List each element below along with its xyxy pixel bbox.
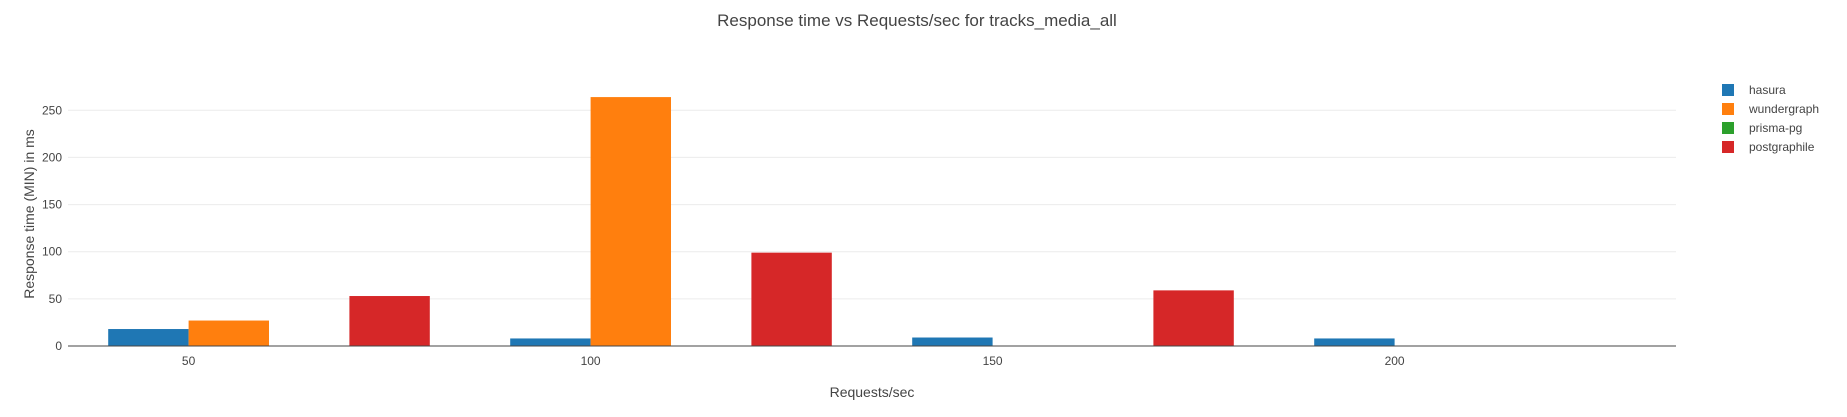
x-tick-label: 200 bbox=[1385, 354, 1405, 368]
x-tick-labels: 50 100 150 200 bbox=[182, 354, 1405, 368]
legend-label: prisma-pg bbox=[1749, 121, 1802, 135]
y-axis-title: Response time (MIN) in ms bbox=[21, 129, 37, 299]
legend-item-wundergraph[interactable]: wundergraph bbox=[1722, 102, 1819, 116]
bar-hasura-200[interactable] bbox=[1314, 338, 1395, 346]
x-tick-label: 150 bbox=[983, 354, 1003, 368]
y-tick-label: 200 bbox=[42, 150, 62, 164]
y-tick-label: 100 bbox=[42, 245, 62, 259]
x-tick-label: 50 bbox=[182, 354, 196, 368]
legend-item-postgraphile[interactable]: postgraphile bbox=[1722, 140, 1815, 154]
legend-swatch bbox=[1722, 122, 1734, 134]
legend-item-prisma-pg[interactable]: prisma-pg bbox=[1722, 121, 1802, 135]
y-tick-label: 50 bbox=[49, 292, 63, 306]
y-tick-label: 0 bbox=[55, 339, 62, 353]
legend-swatch bbox=[1722, 103, 1734, 115]
bar-postgraphile-100[interactable] bbox=[751, 252, 832, 346]
legend-label: hasura bbox=[1749, 83, 1786, 97]
y-tick-label: 150 bbox=[42, 198, 62, 212]
bars bbox=[108, 97, 1395, 346]
x-tick-label: 100 bbox=[581, 354, 601, 368]
legend-item-hasura[interactable]: hasura bbox=[1722, 83, 1786, 97]
chart-title: Response time vs Requests/sec for tracks… bbox=[717, 11, 1117, 30]
legend-swatch bbox=[1722, 141, 1734, 153]
bar-postgraphile-150[interactable] bbox=[1153, 290, 1234, 346]
y-tick-label: 250 bbox=[42, 103, 62, 117]
legend: hasura wundergraph prisma-pg postgraphile bbox=[1722, 83, 1819, 154]
bar-wundergraph-50[interactable] bbox=[188, 320, 269, 346]
legend-label: postgraphile bbox=[1749, 140, 1815, 154]
legend-swatch bbox=[1722, 84, 1734, 96]
x-axis-title: Requests/sec bbox=[830, 384, 915, 400]
bar-postgraphile-50[interactable] bbox=[349, 296, 430, 346]
bar-hasura-50[interactable] bbox=[108, 329, 189, 346]
bar-hasura-150[interactable] bbox=[912, 337, 993, 346]
bar-hasura-100[interactable] bbox=[510, 338, 591, 346]
bar-wundergraph-100[interactable] bbox=[590, 97, 671, 346]
legend-label: wundergraph bbox=[1748, 102, 1819, 116]
y-tick-labels: 0 50 100 150 200 250 bbox=[42, 103, 62, 353]
gridlines bbox=[68, 109, 1676, 300]
